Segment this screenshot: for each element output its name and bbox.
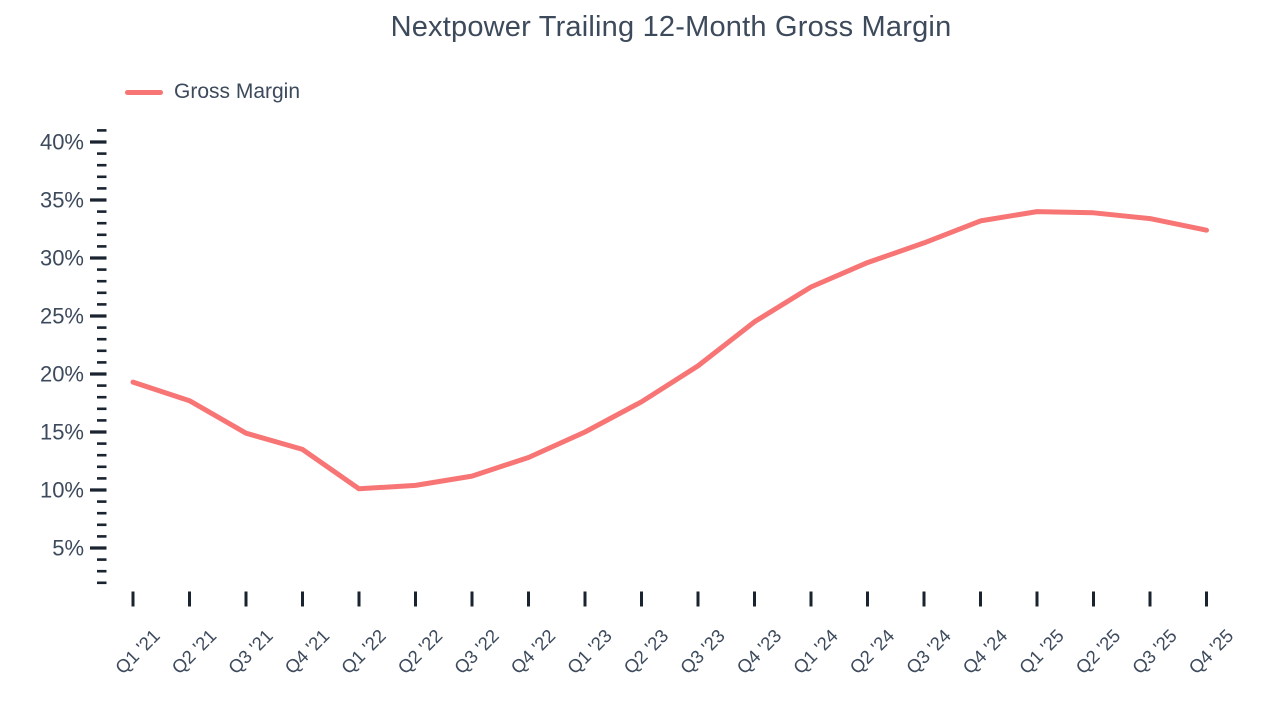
x-axis-tick-label: Q1 '22 bbox=[337, 625, 390, 678]
x-axis-tick-label: Q2 '23 bbox=[619, 625, 672, 678]
legend: Gross Margin bbox=[125, 80, 300, 104]
y-axis-tick-label: 10% bbox=[40, 478, 84, 503]
x-axis-tick-label: Q1 '25 bbox=[1015, 625, 1068, 678]
x-axis-tick-label: Q3 '22 bbox=[450, 625, 503, 678]
x-axis-tick-label: Q4 '24 bbox=[958, 625, 1011, 678]
x-axis-tick-label: Q4 '25 bbox=[1184, 625, 1237, 678]
x-axis-tick-label: Q1 '23 bbox=[563, 625, 616, 678]
y-axis-tick-label: 15% bbox=[40, 420, 84, 445]
x-axis-tick-label: Q3 '23 bbox=[676, 625, 729, 678]
x-axis-tick-label: Q2 '22 bbox=[393, 625, 446, 678]
legend-line-swatch bbox=[125, 89, 163, 95]
x-axis-tick-label: Q3 '24 bbox=[902, 625, 955, 678]
x-axis-tick-label: Q3 '25 bbox=[1128, 625, 1181, 678]
x-axis-tick-label: Q4 '21 bbox=[280, 625, 333, 678]
x-axis-tick-label: Q1 '21 bbox=[111, 625, 164, 678]
gross-margin-line bbox=[130, 209, 1209, 492]
x-axis-tick-label: Q2 '25 bbox=[1071, 625, 1124, 678]
chart-title: Nextpower Trailing 12-Month Gross Margin bbox=[390, 11, 952, 43]
x-axis-tick-label: Q1 '24 bbox=[789, 625, 842, 678]
y-axis-tick-label: 5% bbox=[52, 536, 84, 561]
y-axis-tick-label: 35% bbox=[40, 188, 84, 213]
legend-label: Gross Margin bbox=[174, 80, 301, 103]
y-axis-tick-label: 40% bbox=[40, 130, 84, 155]
x-axis-tick-label: Q2 '24 bbox=[845, 625, 898, 678]
x-axis-tick-label: Q2 '21 bbox=[167, 625, 220, 678]
x-axis-tick-label: Q4 '22 bbox=[506, 625, 559, 678]
y-axis-tick-label: 30% bbox=[40, 246, 84, 271]
x-axis-tick-label: Q3 '21 bbox=[224, 625, 277, 678]
y-axis-tick-label: 25% bbox=[40, 304, 84, 329]
y-axis-tick-label: 20% bbox=[40, 362, 84, 387]
x-axis-tick-label: Q4 '23 bbox=[732, 625, 785, 678]
